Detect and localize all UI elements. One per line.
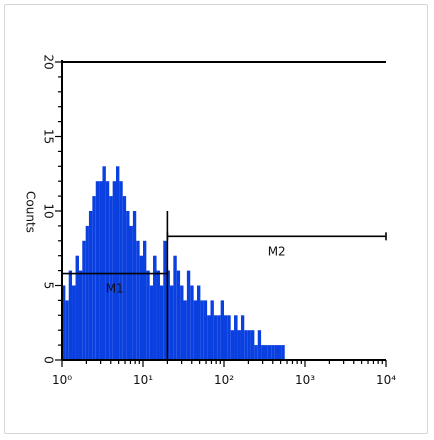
axes: 0 5 10 15 20 Counts 10⁰ 10¹ 10² 10³ 10⁴ xyxy=(24,54,397,387)
histogram-bar xyxy=(183,300,187,360)
histogram-bar xyxy=(119,181,123,360)
x-tick-label: 10³ xyxy=(295,373,315,387)
histogram-bar xyxy=(153,255,157,360)
y-tick-label: 0 xyxy=(42,356,56,364)
histogram-bar xyxy=(240,315,245,360)
histogram-bar xyxy=(264,345,268,360)
x-tick-label: 10¹ xyxy=(133,373,153,387)
histogram-bar xyxy=(254,345,258,360)
histogram-bar xyxy=(234,315,238,360)
histogram-bar xyxy=(281,345,285,360)
histogram-bar xyxy=(146,270,150,360)
histogram-bar xyxy=(277,345,282,360)
histogram-bar xyxy=(213,315,218,360)
histogram-bar xyxy=(220,300,224,360)
histogram-bar xyxy=(210,300,214,360)
histogram-bar xyxy=(132,211,137,360)
histogram-bar xyxy=(186,270,191,360)
histogram-bar xyxy=(126,211,130,360)
histogram-bar xyxy=(274,345,278,360)
marker-m1-label: M1 xyxy=(106,282,124,296)
histogram-bar xyxy=(105,181,110,360)
histogram-bar xyxy=(99,181,103,360)
histogram-bar xyxy=(163,240,167,360)
histogram-bar xyxy=(102,166,106,360)
y-axis-title: Counts xyxy=(24,191,38,233)
histogram-bar xyxy=(237,330,241,360)
histogram-bar xyxy=(169,285,174,360)
histogram-bar xyxy=(95,181,100,360)
histogram-bar xyxy=(250,330,255,360)
y-tick-label: 20 xyxy=(42,54,56,69)
histogram-bar xyxy=(143,240,147,360)
histogram-bar xyxy=(230,330,235,360)
histogram-bar xyxy=(65,300,69,360)
histogram-bar xyxy=(271,345,275,360)
histogram-bar xyxy=(196,285,201,360)
histogram-bar xyxy=(75,255,79,360)
x-tick-label: 10⁰ xyxy=(52,373,72,387)
y-tick-label: 10 xyxy=(42,203,56,218)
histogram-bar xyxy=(149,285,154,360)
histogram-bar xyxy=(224,315,228,360)
histogram-bar xyxy=(193,300,197,360)
histogram-bar xyxy=(173,255,177,360)
histogram-bar xyxy=(82,240,86,360)
histogram-bar xyxy=(159,285,164,360)
y-tick-label: 5 xyxy=(42,282,56,290)
y-tick-label: 15 xyxy=(42,129,56,144)
histogram-bar xyxy=(244,330,248,360)
x-tick-label: 10² xyxy=(214,373,234,387)
histogram-bar xyxy=(257,330,262,360)
x-tick-label: 10⁴ xyxy=(376,373,396,387)
histogram-bar xyxy=(217,315,221,360)
histogram-bars xyxy=(62,166,285,360)
histogram-bar xyxy=(207,315,211,360)
marker-m2-label: M2 xyxy=(268,244,286,258)
histogram-bar xyxy=(92,196,96,360)
histogram-bar xyxy=(139,255,143,360)
marker-gates: M1 M2 xyxy=(61,211,387,360)
histogram-bar xyxy=(190,285,194,360)
histogram-bar xyxy=(261,345,265,360)
histogram-bar xyxy=(85,225,89,360)
histogram-bar xyxy=(156,270,160,360)
histogram-bar xyxy=(109,196,113,360)
histogram-bar xyxy=(78,270,83,360)
histogram-bar xyxy=(115,166,120,360)
histogram-bar xyxy=(72,285,76,360)
histogram-bar xyxy=(203,300,208,360)
histogram-bar xyxy=(88,211,93,360)
histogram-bar xyxy=(166,270,170,360)
histogram-bar xyxy=(112,181,116,360)
histogram-bar xyxy=(176,270,181,360)
histogram-bar xyxy=(180,285,184,360)
histogram-bar xyxy=(247,330,251,360)
histogram-bar xyxy=(200,300,204,360)
histogram-bar xyxy=(122,196,127,360)
histogram-bar xyxy=(136,240,140,360)
histogram-bar xyxy=(62,285,66,360)
histogram-bar xyxy=(267,345,272,360)
histogram-bar xyxy=(68,270,73,360)
histogram-bar xyxy=(129,225,133,360)
histogram-bar xyxy=(227,315,231,360)
